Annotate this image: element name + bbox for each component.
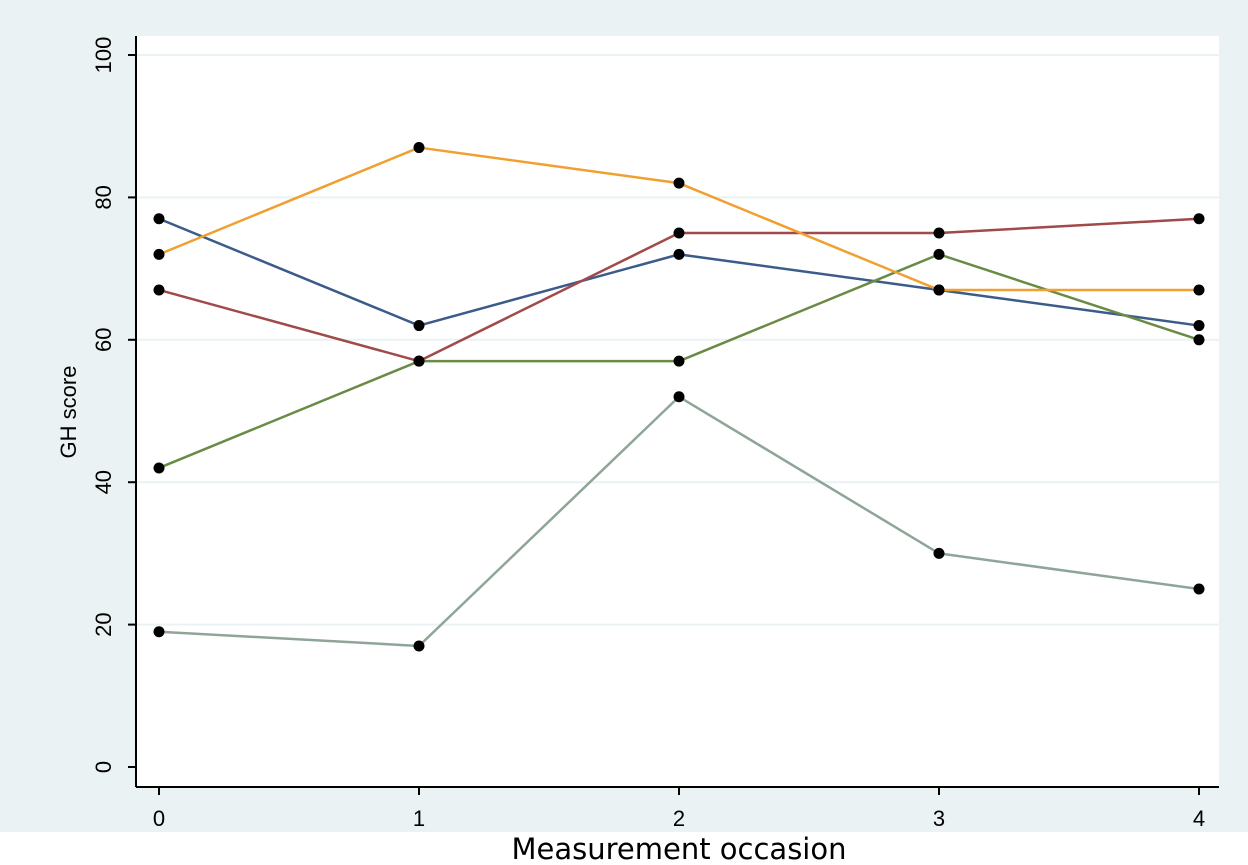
data-series — [153, 142, 1205, 652]
y-tick-label: 80 — [91, 185, 116, 209]
y-tick-label: 40 — [91, 470, 116, 494]
data-point — [413, 142, 425, 154]
plot-area — [136, 36, 1219, 787]
data-point — [933, 248, 945, 260]
gridlines — [137, 54, 1219, 626]
x-tick-label: 2 — [673, 806, 685, 831]
y-axis-ticks: 0 20 40 60 80 100 — [91, 37, 136, 773]
y-tick-label: 60 — [91, 328, 116, 352]
data-point — [153, 462, 165, 474]
x-tick-label: 0 — [153, 806, 165, 831]
data-point — [673, 391, 685, 403]
data-point — [413, 320, 425, 332]
x-tick-label: 4 — [1193, 806, 1205, 831]
data-point — [1193, 320, 1205, 332]
data-point — [933, 547, 945, 559]
x-axis-title: Measurement occasion — [511, 832, 846, 865]
data-point — [413, 355, 425, 367]
data-point — [413, 640, 425, 652]
y-axis-title: GH score — [56, 366, 81, 459]
y-tick-label: 100 — [91, 37, 116, 74]
x-tick-label: 1 — [413, 806, 425, 831]
data-point — [673, 248, 685, 260]
data-point — [673, 227, 685, 239]
data-point — [153, 248, 165, 260]
xlabel-band — [0, 832, 1248, 865]
data-point — [673, 355, 685, 367]
data-point — [1193, 213, 1205, 225]
data-point — [153, 284, 165, 296]
x-axis-ticks: 0 1 2 3 4 — [153, 787, 1205, 831]
data-point — [153, 213, 165, 225]
data-point — [153, 626, 165, 638]
data-point — [933, 227, 945, 239]
y-tick-label: 0 — [91, 761, 116, 773]
data-point — [933, 284, 945, 296]
y-tick-label: 20 — [91, 612, 116, 636]
x-tick-label: 3 — [933, 806, 945, 831]
data-point — [1193, 334, 1205, 346]
data-point — [1193, 284, 1205, 296]
data-point — [1193, 583, 1205, 595]
data-point — [673, 177, 685, 189]
